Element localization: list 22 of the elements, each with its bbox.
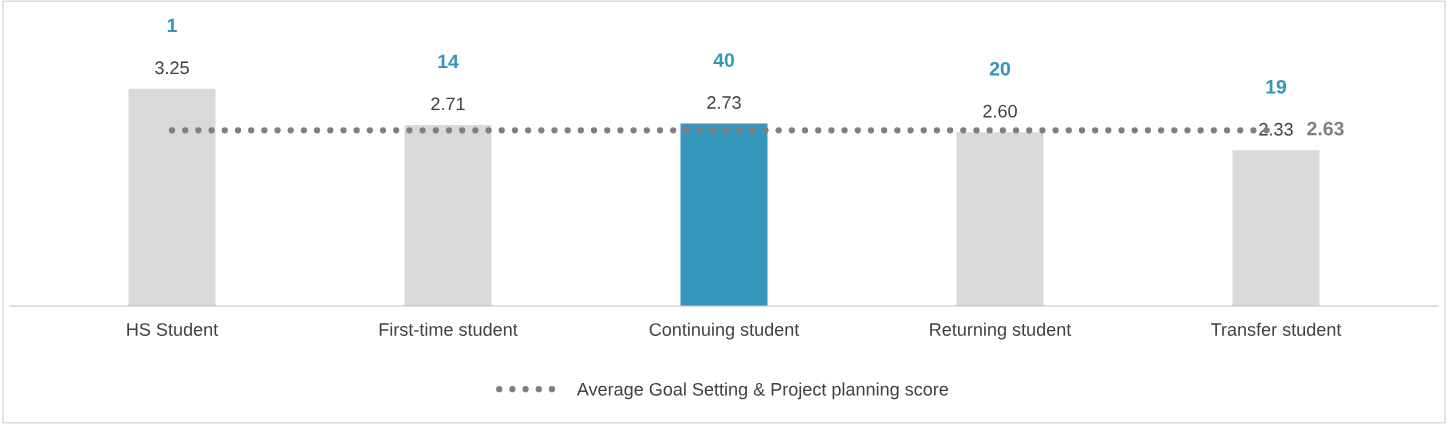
x-tick-label: First-time student: [379, 322, 518, 336]
data-label: 3.25: [155, 61, 189, 75]
x-tick-label: HS Student: [127, 322, 219, 336]
annotation: 1: [167, 18, 177, 33]
bar: [680, 123, 768, 306]
data-label: 2.71: [431, 97, 465, 111]
data-label: 2.73: [707, 96, 741, 109]
bar: [128, 88, 216, 306]
bar: [956, 132, 1044, 306]
annotation: 20: [989, 61, 1011, 76]
bar: [404, 124, 492, 306]
data-label: 2.63: [1307, 121, 1344, 136]
annotation: 40: [713, 53, 735, 67]
x-tick-label: Transfer student: [1211, 322, 1342, 336]
annotation: 19: [1266, 79, 1287, 94]
bar: [1232, 150, 1320, 306]
annotation: 14: [438, 54, 459, 69]
legend-label: Average Goal Setting & Project planning score: [576, 382, 949, 400]
x-tick-label: Continuing student: [649, 322, 800, 340]
data-label: 2.60: [983, 104, 1017, 118]
x-tick-label: Returning student: [930, 322, 1072, 340]
data-label: 2.33: [1259, 122, 1293, 136]
